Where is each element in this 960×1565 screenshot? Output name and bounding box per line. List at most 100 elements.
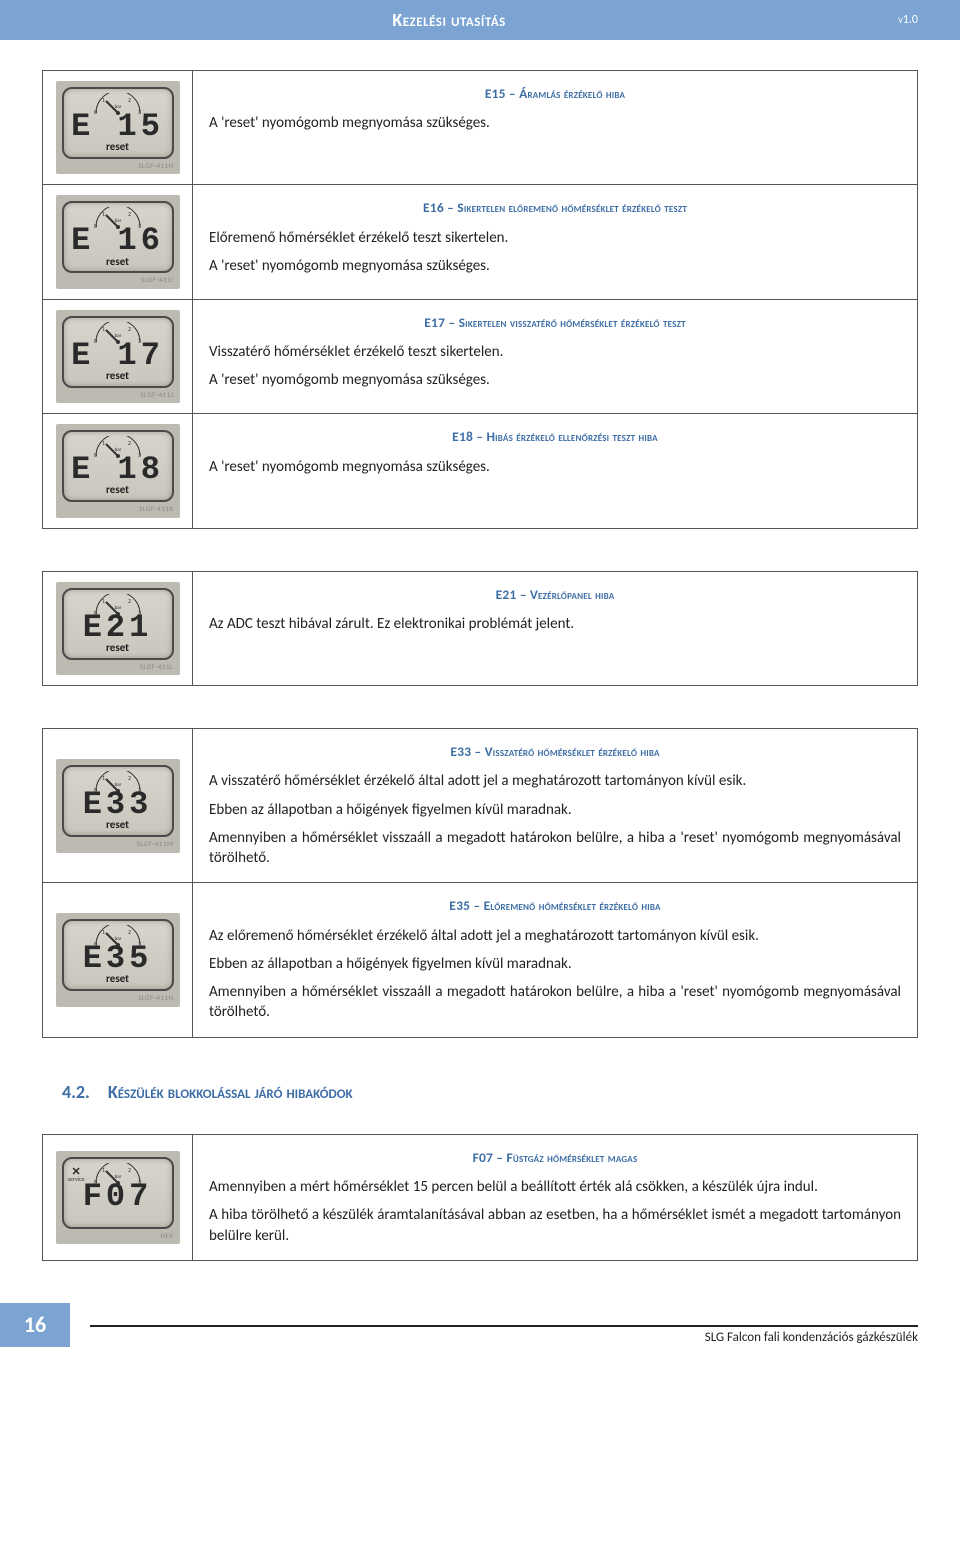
- lcd-device: 0 1 2 3 bar E 15 reset SLGF-411H: [56, 81, 180, 174]
- lcd-error-code: E21: [64, 612, 172, 644]
- lcd-reset-label: reset: [64, 641, 172, 656]
- error-paragraph: A visszatérő hőmérséklet érzékelő által …: [209, 771, 901, 791]
- error-paragraph: Amennyiben a hőmérséklet visszaáll a meg…: [209, 982, 901, 1023]
- error-title: E18 – Hibás érzékelő ellenőrzési teszt h…: [209, 428, 901, 446]
- error-paragraph: Visszatérő hőmérséklet érzékelő teszt si…: [209, 342, 901, 362]
- lcd-error-code: E 15: [64, 111, 172, 143]
- error-description-cell: E16 – Sikertelen előremenő hőmérséklet é…: [193, 185, 918, 299]
- lcd-screen: 0 1 2 3 bar E35 reset: [62, 919, 174, 991]
- error-body: A 'reset' nyomógomb megnyomása szükséges…: [209, 457, 901, 477]
- error-display-cell: 0 1 2 3 bar E 18 reset SLGF-411K: [43, 414, 193, 528]
- error-display-cell: ✕ service 0 1 2 3 bar F07 HEK: [43, 1134, 193, 1260]
- header-title: Kezelési utasítás: [0, 8, 898, 32]
- lcd-error-code: E35: [64, 943, 172, 975]
- svg-text:2: 2: [128, 597, 131, 605]
- error-paragraph: Amennyiben a mért hőmérséklet 15 percen …: [209, 1177, 901, 1197]
- error-title: E17 – Sikertelen visszatérő hőmérséklet …: [209, 314, 901, 332]
- error-display-cell: 0 1 2 3 bar E 15 reset SLGF-411H: [43, 71, 193, 185]
- lcd-error-code: E 16: [64, 225, 172, 257]
- lcd-screen: 0 1 2 3 bar E33 reset: [62, 765, 174, 837]
- error-table-2: 0 1 2 3 bar E21 reset SLGF-411L E21 – Ve…: [42, 571, 918, 686]
- error-row: 0 1 2 3 bar E 18 reset SLGF-411K E18 – H…: [43, 414, 918, 528]
- lcd-device: 0 1 2 3 bar E35 reset SLGF-411N: [56, 913, 180, 1006]
- footer-rule: [90, 1325, 918, 1327]
- error-body: Amennyiben a mért hőmérséklet 15 percen …: [209, 1177, 901, 1246]
- image-reference-code: SLGF-411L: [62, 660, 174, 671]
- error-row: 0 1 2 3 bar E 15 reset SLGF-411H E15 – Á…: [43, 71, 918, 185]
- image-reference-code: SLGF-411H: [62, 159, 174, 170]
- section-4-2-heading: 4.2.Készülék blokkolással járó hibakódok: [62, 1080, 918, 1104]
- error-paragraph: A 'reset' nyomógomb megnyomása szükséges…: [209, 457, 901, 477]
- error-description-cell: F07 – Füstgáz hőmérséklet magas Amennyibe…: [193, 1134, 918, 1260]
- lcd-device: 0 1 2 3 bar E 18 reset SLGF-411K: [56, 424, 180, 517]
- error-body: Visszatérő hőmérséklet érzékelő teszt si…: [209, 342, 901, 391]
- error-title: E35 – Előremenő hőmérséklet érzékelő hib…: [209, 897, 901, 915]
- error-body: A visszatérő hőmérséklet érzékelő által …: [209, 771, 901, 868]
- lcd-reset-label: reset: [64, 972, 172, 987]
- page-header: Kezelési utasítás v1.0: [0, 0, 960, 40]
- image-reference-code: HEK: [62, 1229, 174, 1240]
- lcd-screen: 0 1 2 3 bar E 18 reset: [62, 430, 174, 502]
- error-display-cell: 0 1 2 3 bar E21 reset SLGF-411L: [43, 571, 193, 685]
- svg-text:2: 2: [128, 96, 131, 104]
- error-title: F07 – Füstgáz hőmérséklet magas: [209, 1149, 901, 1167]
- image-reference-code: SLGF-411K: [62, 502, 174, 513]
- error-row: 0 1 2 3 bar E33 reset SLGF-411M E33 – Vi…: [43, 729, 918, 883]
- lcd-screen: 0 1 2 3 bar E 15 reset: [62, 87, 174, 159]
- error-body: A 'reset' nyomógomb megnyomása szükséges…: [209, 113, 901, 133]
- error-display-cell: 0 1 2 3 bar E35 reset SLGF-411N: [43, 883, 193, 1037]
- error-body: Az ADC teszt hibával zárult. Ez elektron…: [209, 614, 901, 634]
- error-paragraph: Ebben az állapotban a hőigények figyelme…: [209, 800, 901, 820]
- image-reference-code: SLGF-411N: [62, 991, 174, 1002]
- error-paragraph: A 'reset' nyomógomb megnyomása szükséges…: [209, 113, 901, 133]
- lcd-screen: 0 1 2 3 bar E 17 reset: [62, 316, 174, 388]
- lcd-reset-label: reset: [64, 483, 172, 498]
- svg-text:1: 1: [102, 439, 105, 447]
- error-title: E16 – Sikertelen előremenő hőmérséklet é…: [209, 199, 901, 217]
- error-paragraph: Előremenő hőmérséklet érzékelő teszt sik…: [209, 228, 901, 248]
- svg-text:1: 1: [102, 96, 105, 104]
- error-paragraph: Az előremenő hőmérséklet érzékelő által …: [209, 926, 901, 946]
- section-number: 4.2.: [62, 1081, 90, 1103]
- error-description-cell: E21 – Vezérlőpanel hiba Az ADC teszt hibá…: [193, 571, 918, 685]
- svg-text:2: 2: [128, 928, 131, 936]
- error-title: E21 – Vezérlőpanel hiba: [209, 586, 901, 604]
- svg-text:2: 2: [128, 774, 131, 782]
- error-description-cell: E33 – Visszatérő hőmérséklet érzékelő hi…: [193, 729, 918, 883]
- image-reference-code: SLGF-411I: [62, 273, 174, 284]
- error-paragraph: A 'reset' nyomógomb megnyomása szükséges…: [209, 370, 901, 390]
- error-row: 0 1 2 3 bar E21 reset SLGF-411L E21 – Ve…: [43, 571, 918, 685]
- lcd-device: 0 1 2 3 bar E 16 reset SLGF-411I: [56, 195, 180, 288]
- svg-text:1: 1: [102, 325, 105, 333]
- svg-text:2: 2: [128, 1166, 131, 1174]
- error-display-cell: 0 1 2 3 bar E 16 reset SLGF-411I: [43, 185, 193, 299]
- svg-text:1: 1: [102, 597, 105, 605]
- lcd-screen: ✕ service 0 1 2 3 bar F07: [62, 1157, 174, 1229]
- header-version: v1.0: [898, 12, 918, 28]
- svg-text:1: 1: [102, 928, 105, 936]
- lcd-device: 0 1 2 3 bar E 17 reset SLGF-411J: [56, 310, 180, 403]
- error-row: 0 1 2 3 bar E 16 reset SLGF-411I E16 – S…: [43, 185, 918, 299]
- lcd-reset-label: reset: [64, 255, 172, 270]
- error-paragraph: Amennyiben a hőmérséklet visszaáll a meg…: [209, 828, 901, 869]
- svg-text:1: 1: [102, 774, 105, 782]
- error-body: Az előremenő hőmérséklet érzékelő által …: [209, 926, 901, 1023]
- lcd-reset-label: reset: [64, 140, 172, 155]
- error-description-cell: E15 – Áramlás érzékelő hiba A 'reset' nyo…: [193, 71, 918, 185]
- error-paragraph: Ebben az állapotban a hőigények figyelme…: [209, 954, 901, 974]
- footer-text: SLG Falcon fali kondenzációs gázkészülék: [705, 1329, 918, 1347]
- svg-text:2: 2: [128, 210, 131, 218]
- page-footer: 16 SLG Falcon fali kondenzációs gázkészü…: [0, 1303, 960, 1353]
- lcd-device: ✕ service 0 1 2 3 bar F07 HEK: [56, 1151, 180, 1244]
- svg-text:2: 2: [128, 439, 131, 447]
- lcd-screen: 0 1 2 3 bar E21 reset: [62, 588, 174, 660]
- error-paragraph: A 'reset' nyomógomb megnyomása szükséges…: [209, 256, 901, 276]
- error-title: E15 – Áramlás érzékelő hiba: [209, 85, 901, 103]
- error-row: 0 1 2 3 bar E 17 reset SLGF-411J E17 – S…: [43, 299, 918, 413]
- error-paragraph: A hiba törölhető a készülék áramtalanítá…: [209, 1205, 901, 1246]
- lcd-device: 0 1 2 3 bar E33 reset SLGF-411M: [56, 759, 180, 852]
- error-display-cell: 0 1 2 3 bar E33 reset SLGF-411M: [43, 729, 193, 883]
- error-row: ✕ service 0 1 2 3 bar F07 HEK F07 – Füst…: [43, 1134, 918, 1260]
- image-reference-code: SLGF-411M: [62, 837, 174, 848]
- image-reference-code: SLGF-411J: [62, 388, 174, 399]
